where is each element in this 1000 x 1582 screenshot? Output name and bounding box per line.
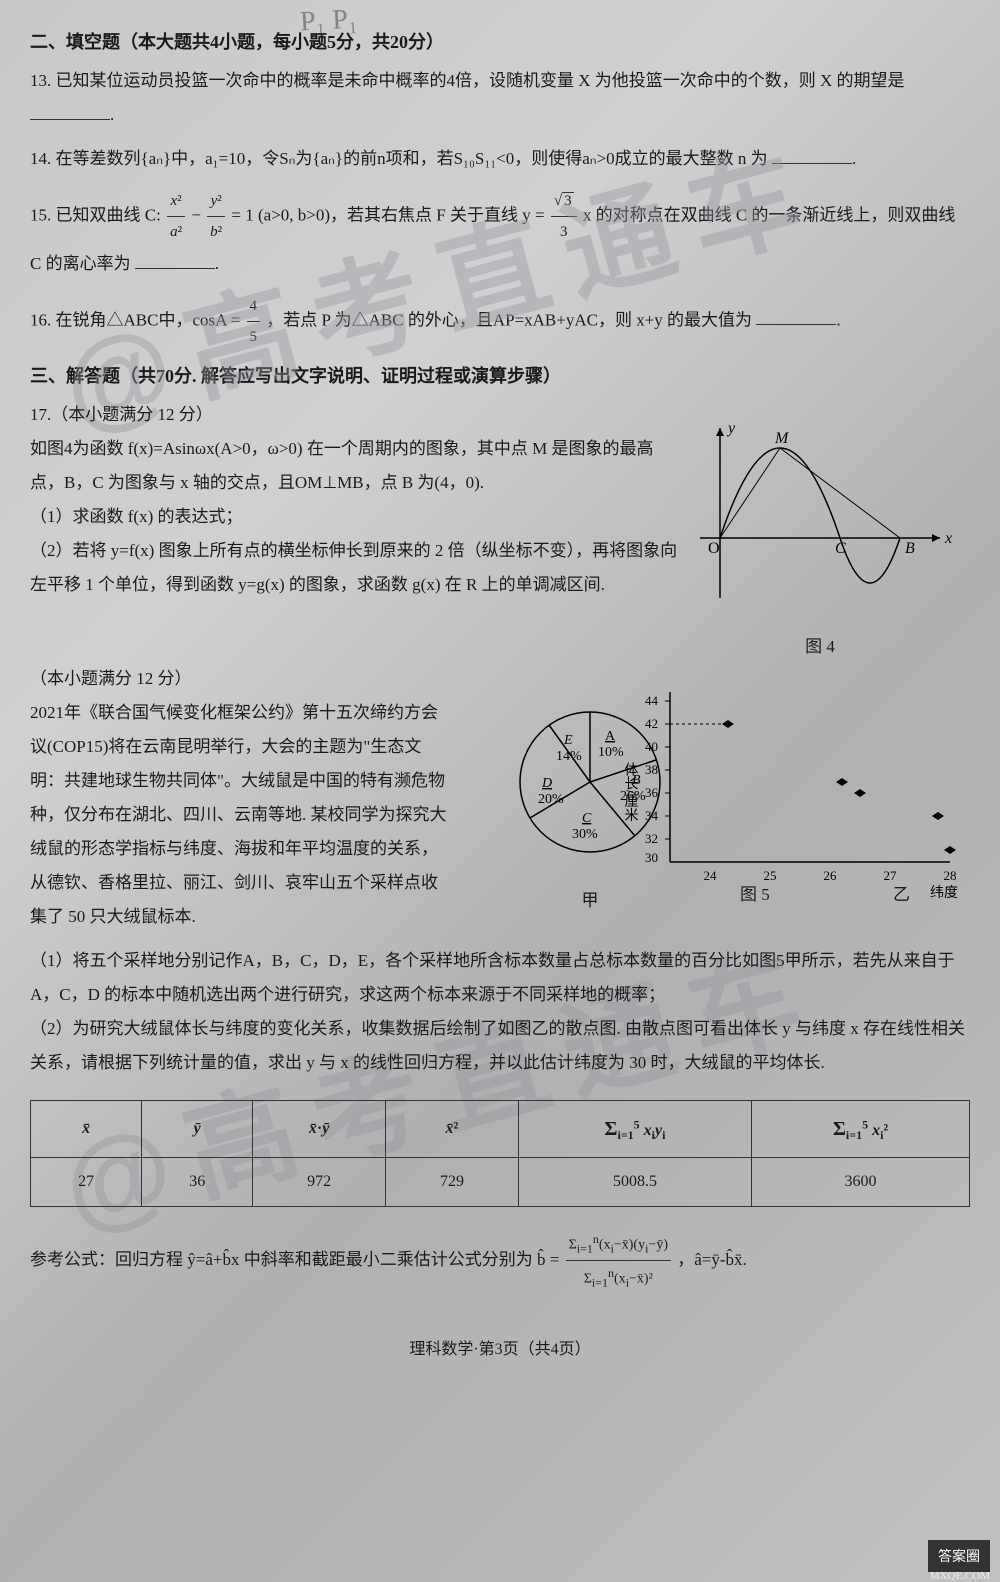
logo-badge: 答案圈 bbox=[928, 1540, 990, 1572]
svg-text:40: 40 bbox=[645, 739, 658, 754]
svg-text:14%: 14% bbox=[556, 749, 582, 764]
answer-blank[interactable] bbox=[772, 146, 852, 164]
svg-text:20%: 20% bbox=[538, 792, 564, 807]
table-header: x̄² bbox=[386, 1101, 519, 1158]
svg-text:O: O bbox=[708, 540, 720, 557]
svg-text:x: x bbox=[944, 530, 952, 547]
answer-blank[interactable] bbox=[135, 251, 215, 269]
question-17: 17.（本小题满分 12 分） 如图4为函数 f(x)=Asinωx(A>0，ω… bbox=[30, 398, 970, 602]
formula-label: 参考公式：回归方程 ŷ=â+b̂x 中斜率和截距最小二乘估计公式分别为 b̂ = bbox=[30, 1250, 564, 1269]
svg-text:D: D bbox=[541, 776, 552, 791]
svg-text:26: 26 bbox=[824, 868, 838, 883]
table-cell: 972 bbox=[253, 1158, 386, 1207]
table-header: Σi=15 xi² bbox=[752, 1101, 970, 1158]
q14-text: 14. 在等差数列{aₙ}中，a₁=10，令Sₙ为{aₙ}的前n项和，若S₁₀S… bbox=[30, 149, 768, 168]
svg-text:38: 38 bbox=[645, 762, 658, 777]
q18-part2: （2）为研究大绒鼠体长与纬度的变化关系，收集数据后绘制了如图乙的散点图. 由散点… bbox=[30, 1012, 970, 1080]
table-cell: 36 bbox=[142, 1158, 253, 1207]
logo-url: MXQE.COM bbox=[930, 1570, 990, 1582]
question-16: 16. 在锐角△ABC中，cosA = 4 5 ，若点 P 为△ABC 的外心，… bbox=[30, 291, 970, 352]
question-15: 15. 已知双曲线 C: x² a² − y² b² = 1 (a>0, b>0… bbox=[30, 186, 970, 281]
svg-text:C: C bbox=[835, 540, 846, 557]
svg-text:30%: 30% bbox=[572, 827, 598, 842]
q17-figure: O M B C x y 图 4 bbox=[680, 418, 960, 638]
section2-header: 二、填空题（本大题共4小题，每小题5分，共20分） bbox=[30, 28, 970, 54]
table-header: ȳ bbox=[142, 1101, 253, 1158]
svg-text:A: A bbox=[605, 729, 616, 744]
svg-text:C: C bbox=[582, 811, 592, 826]
table-cell: 27 bbox=[31, 1158, 142, 1207]
scatter-plot: 30 32 34 36 38 40 42 44 24 25 26 27 28 体… bbox=[620, 682, 970, 902]
handwritten-annotation: P₁ P₁ bbox=[299, 4, 358, 39]
table-cell: 5008.5 bbox=[518, 1158, 751, 1207]
page-footer: 理科数学·第3页（共4页） bbox=[30, 1335, 970, 1359]
fraction: x² a² bbox=[167, 186, 185, 247]
svg-text:M: M bbox=[774, 430, 790, 447]
question-13: 13. 已知某位运动员投篮一次命中的概率是未命中概率的4倍，设随机变量 X 为他… bbox=[30, 64, 970, 132]
svg-text:30: 30 bbox=[645, 850, 658, 865]
q13-text: 13. 已知某位运动员投篮一次命中的概率是未命中概率的4倍，设随机变量 X 为他… bbox=[30, 71, 905, 90]
svg-text:42: 42 bbox=[645, 716, 658, 731]
table-row: 27 36 972 729 5008.5 3600 bbox=[31, 1158, 970, 1207]
table-cell: 729 bbox=[386, 1158, 519, 1207]
svg-text:44: 44 bbox=[645, 693, 659, 708]
q17-body: 如图4为函数 f(x)=Asinωx(A>0，ω>0) 在一个周期内的图象，其中… bbox=[30, 432, 680, 500]
scatter-caption: 乙 bbox=[893, 878, 910, 912]
svg-text:36: 36 bbox=[645, 785, 659, 800]
table-header: x̄·ȳ bbox=[253, 1101, 386, 1158]
svg-text:28: 28 bbox=[944, 868, 957, 883]
reference-formula: 参考公式：回归方程 ŷ=â+b̂x 中斜率和截距最小二乘估计公式分别为 b̂ =… bbox=[30, 1227, 970, 1295]
q16-text-p1: 16. 在锐角△ABC中，cosA = bbox=[30, 310, 245, 329]
table-header: Σi=15 xiyi bbox=[518, 1101, 751, 1158]
svg-text:体长/厘米: 体长/厘米 bbox=[623, 762, 639, 822]
fraction: 4 5 bbox=[247, 291, 261, 352]
sine-curve-graph: O M B C x y bbox=[680, 418, 960, 618]
q15-text-p1: 15. 已知双曲线 C: bbox=[30, 205, 165, 224]
question-14: 14. 在等差数列{aₙ}中，a₁=10，令Sₙ为{aₙ}的前n项和，若S₁₀S… bbox=[30, 142, 970, 176]
question-18: （本小题满分 12 分） 2021年《联合国气候变化框架公约》第十五次缔约方会议… bbox=[30, 662, 970, 1295]
q18-part1: （1）将五个采样地分别记作A，B，C，D，E，各个采样地所含标本数量占总标本数量… bbox=[30, 944, 970, 1012]
svg-text:34: 34 bbox=[645, 808, 659, 823]
q18-body: 2021年《联合国气候变化框架公约》第十五次缔约方会议(COP15)将在云南昆明… bbox=[30, 696, 450, 934]
formula-tail: ，â=ȳ-b̂x̄. bbox=[677, 1250, 747, 1269]
svg-text:32: 32 bbox=[645, 831, 658, 846]
svg-text:24: 24 bbox=[704, 868, 718, 883]
fig5-caption: 图 5 bbox=[740, 878, 770, 912]
answer-blank[interactable] bbox=[30, 102, 110, 120]
answer-blank[interactable] bbox=[756, 307, 836, 325]
table-cell: 3600 bbox=[752, 1158, 970, 1207]
figure-caption: 图 4 bbox=[680, 630, 960, 664]
logo-text: 答案圈 bbox=[938, 1550, 980, 1565]
svg-text:B: B bbox=[905, 540, 915, 557]
q17-part2: （2）若将 y=f(x) 图象上所有点的横坐标伸长到原来的 2 倍（纵坐标不变）… bbox=[30, 534, 680, 602]
table-header-row: x̄ ȳ x̄·ȳ x̄² Σi=15 xiyi Σi=15 xi² bbox=[31, 1101, 970, 1158]
q16-text-p2: ，若点 P 为△ABC 的外心，且AP=xAB+yAC，则 x+y 的最大值为 bbox=[266, 310, 752, 329]
section3-header: 三、解答题（共70分. 解答应写出文字说明、证明过程或演算步骤） bbox=[30, 362, 970, 388]
svg-text:纬度: 纬度 bbox=[930, 885, 958, 901]
fraction: Σi=1n(xi−x̄)(yi−ȳ) Σi=1n(xi−x̄)² bbox=[566, 1227, 671, 1295]
table-header: x̄ bbox=[31, 1101, 142, 1158]
fraction: y² b² bbox=[207, 186, 225, 247]
svg-text:E: E bbox=[563, 733, 573, 748]
fraction: √3 3 bbox=[551, 186, 577, 247]
svg-text:y: y bbox=[726, 420, 736, 437]
q15-text-p2: (a>0, b>0)，若其右焦点 F 关于直线 y = bbox=[258, 205, 549, 224]
statistics-table: x̄ ȳ x̄·ȳ x̄² Σi=15 xiyi Σi=15 xi² 27 36… bbox=[30, 1100, 970, 1207]
